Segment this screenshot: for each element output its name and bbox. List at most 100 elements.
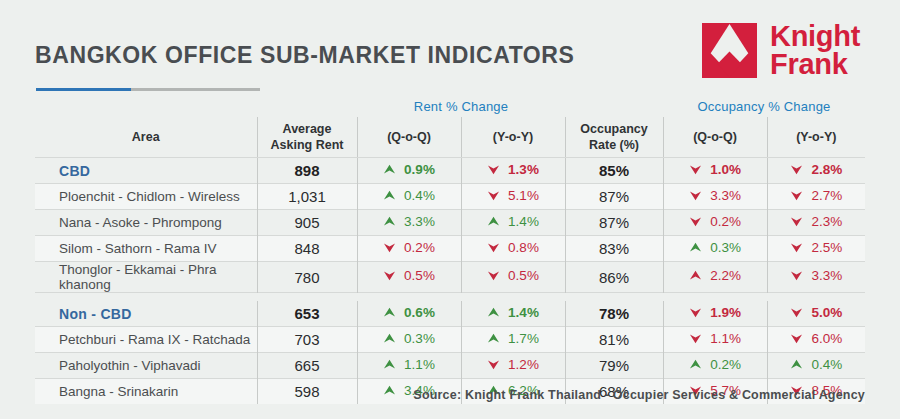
trend-value: 0.5% [404, 268, 435, 283]
trend-up-icon [689, 269, 702, 282]
trend-value: 1.3% [508, 162, 539, 177]
area-label-cell: Nana - Asoke - Phrompong [35, 210, 257, 236]
col-header-occ-qoq: (Q-o-Q) [663, 117, 767, 158]
trend-up: 2.2% [689, 268, 741, 283]
underline-blue-segment [36, 88, 131, 91]
rent-qoq-cell: 0.5% [357, 262, 461, 293]
trend-down-icon [790, 306, 803, 319]
rent-qoq-cell: 0.3% [357, 327, 461, 353]
occupancy-rate-value-cell: 78% [565, 301, 663, 327]
rent-qoq-cell: 0.9% [357, 158, 461, 184]
trend-value: 2.7% [811, 188, 842, 203]
page-title: BANGKOK OFFICE SUB-MARKET INDICATORS [35, 42, 575, 69]
trend-value: 1.0% [710, 162, 741, 177]
trend-value: 0.2% [710, 214, 741, 229]
area-label: Nana - Asoke - Phrompong [59, 215, 222, 230]
trend-down-icon [487, 241, 500, 254]
section-spacer [35, 293, 865, 302]
trend-up-icon [487, 332, 500, 345]
trend-down-icon [790, 189, 803, 202]
trend-up-icon [383, 163, 396, 176]
trend-down-icon [689, 306, 702, 319]
avg-rent-value: 665 [294, 357, 319, 374]
trend-up-icon [487, 215, 500, 228]
trend-value: 0.4% [404, 188, 435, 203]
occupancy-rate-value-cell: 87% [565, 210, 663, 236]
occupancy-rate-value: 87% [599, 188, 629, 205]
trend-down-icon [383, 269, 396, 282]
occupancy-rate-value-cell: 79% [565, 353, 663, 379]
avg-rent-value: 653 [294, 305, 319, 322]
occ-qoq-cell: 1.1% [663, 327, 767, 353]
trend-down-icon [487, 163, 500, 176]
rent-qoq-cell: 1.1% [357, 353, 461, 379]
trend-down-icon [383, 241, 396, 254]
col-header-avg-rent: Average Asking Rent [257, 117, 357, 158]
trend-up-icon [689, 358, 702, 371]
col-header-occ-rate: Occupancy Rate (%) [565, 117, 663, 158]
occupancy-rate-value: 81% [599, 331, 629, 348]
trend-up: 1.7% [487, 331, 539, 346]
rent-qoq-cell: 3.3% [357, 210, 461, 236]
trend-down: 0.5% [487, 268, 539, 283]
col-header-rent-yoy: (Y-o-Y) [461, 117, 565, 158]
trend-value: 2.3% [811, 214, 842, 229]
logo-line-2: Frank [770, 51, 860, 79]
rent-yoy-cell: 1.3% [461, 158, 565, 184]
trend-down: 1.2% [487, 357, 539, 372]
trend-value: 1.7% [508, 331, 539, 346]
rent-yoy-cell: 0.5% [461, 262, 565, 293]
occupancy-change-group-header: Occupancy % Change [663, 95, 865, 117]
trend-down: 5.0% [790, 305, 842, 320]
section-row: CBD8980.9%1.3%85%1.0%2.8% [35, 158, 865, 184]
trend-value: 3.3% [811, 268, 842, 283]
trend-up-icon [383, 306, 396, 319]
occ-yoy-cell: 2.3% [767, 210, 865, 236]
trend-value: 3.3% [710, 188, 741, 203]
trend-down: 0.5% [383, 268, 435, 283]
occupancy-rate-value: 83% [599, 240, 629, 257]
underline-gray-segment [131, 88, 260, 91]
rent-change-group-header: Rent % Change [357, 95, 565, 117]
occupancy-rate-value-cell: 81% [565, 327, 663, 353]
knight-frank-logo: Knight Frank [702, 23, 860, 78]
trend-down-icon [487, 358, 500, 371]
trend-down-icon [689, 215, 702, 228]
title-underline [36, 88, 260, 91]
trend-up-icon [383, 384, 396, 397]
logo-line-1: Knight [770, 23, 860, 51]
trend-down: 2.5% [790, 240, 842, 255]
trend-up: 1.1% [383, 357, 435, 372]
trend-down-icon [790, 241, 803, 254]
occ-qoq-cell: 0.2% [663, 353, 767, 379]
trend-value: 1.4% [508, 214, 539, 229]
area-label-cell: Silom - Sathorn - Rama IV [35, 236, 257, 262]
trend-value: 1.1% [710, 331, 741, 346]
occ-yoy-cell: 2.7% [767, 184, 865, 210]
occ-qoq-cell: 0.2% [663, 210, 767, 236]
table-row: Thonglor - Ekkamai - Phra khanong7800.5%… [35, 262, 865, 293]
area-label-cell: Paholyothin - Viphavadi [35, 353, 257, 379]
trend-value: 5.0% [811, 305, 842, 320]
trend-value: 3.3% [404, 214, 435, 229]
avg-rent-value: 1,031 [288, 188, 326, 205]
col-header-occ-yoy: (Y-o-Y) [767, 117, 865, 158]
trend-down-icon [689, 189, 702, 202]
rent-yoy-cell: 5.1% [461, 184, 565, 210]
trend-down: 1.9% [689, 305, 741, 320]
trend-down: 0.2% [689, 214, 741, 229]
trend-value: 0.4% [811, 357, 842, 372]
area-label-cell: CBD [35, 158, 257, 184]
trend-value: 2.2% [710, 268, 741, 283]
trend-value: 0.3% [710, 240, 741, 255]
occ-yoy-cell: 6.0% [767, 327, 865, 353]
trend-down: 6.0% [790, 331, 842, 346]
trend-value: 1.4% [508, 305, 539, 320]
occ-qoq-cell: 1.0% [663, 158, 767, 184]
table-row: Paholyothin - Viphavadi 665 1.1% 1.2% 79%0.2… [35, 353, 865, 379]
avg-rent-value: 898 [294, 162, 319, 179]
rent-yoy-cell: 1.7% [461, 327, 565, 353]
trend-up: 1.4% [487, 305, 539, 320]
trend-down: 0.8% [487, 240, 539, 255]
occupancy-rate-value-cell: 85% [565, 158, 663, 184]
